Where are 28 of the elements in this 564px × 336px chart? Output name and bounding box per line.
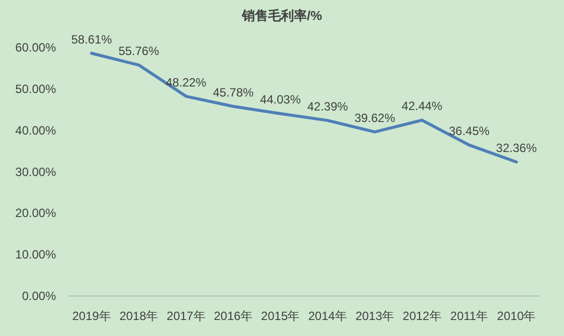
- x-tick-label: 2014年: [308, 309, 347, 323]
- x-tick-label: 2013年: [355, 309, 394, 323]
- data-label: 32.36%: [496, 140, 538, 155]
- y-tick-label: 50.00%: [15, 82, 56, 96]
- data-label: 39.62%: [354, 110, 396, 125]
- y-tick-label: 40.00%: [15, 123, 56, 138]
- x-tick-label: 2017年: [166, 309, 206, 323]
- x-tick-label: 2012年: [402, 309, 442, 323]
- x-tick-label: 2016年: [214, 309, 253, 323]
- x-tick-label: 2018年: [119, 309, 158, 323]
- data-label: 45.78%: [212, 85, 254, 100]
- y-tick-label: 20.00%: [15, 206, 56, 220]
- y-tick-label: 60.00%: [15, 40, 56, 54]
- y-tick-label: 0.00%: [22, 289, 56, 303]
- x-tick-label: 2019年: [72, 309, 111, 323]
- x-tick-label: 2011年: [450, 309, 488, 323]
- y-tick-label: 10.00%: [15, 248, 56, 262]
- data-label: 58.61%: [71, 32, 112, 46]
- x-tick-label: 2010年: [497, 309, 536, 323]
- chart-title: 销售毛利率/%: [240, 8, 323, 23]
- x-tick-label: 2015年: [261, 309, 300, 323]
- data-label: 44.03%: [260, 92, 302, 107]
- data-label: 42.39%: [307, 99, 348, 114]
- data-label: 36.45%: [448, 124, 490, 138]
- data-label: 48.22%: [166, 75, 207, 90]
- data-label: 42.44%: [402, 99, 443, 114]
- data-label: 55.76%: [118, 44, 160, 58]
- y-tick-label: 30.00%: [15, 164, 56, 179]
